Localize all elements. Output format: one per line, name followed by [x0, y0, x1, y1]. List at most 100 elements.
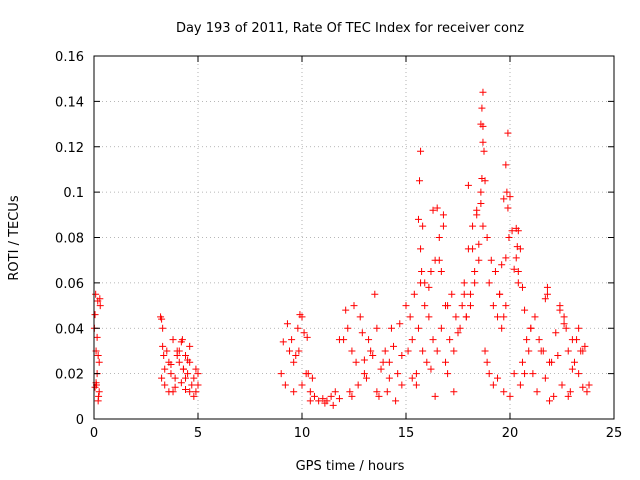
- data-point: [194, 370, 202, 378]
- data-point: [494, 374, 502, 382]
- data-point: [439, 222, 447, 230]
- data-point: [560, 313, 568, 321]
- data-point: [450, 347, 458, 355]
- x-axis-label: GPS time / hours: [296, 459, 405, 474]
- data-point: [435, 256, 443, 264]
- data-point: [512, 254, 520, 262]
- data-point: [184, 370, 192, 378]
- data-point: [404, 347, 412, 355]
- data-point: [182, 386, 190, 394]
- data-point: [460, 290, 468, 298]
- data-point: [158, 374, 166, 382]
- data-point: [471, 268, 479, 276]
- data-point: [513, 243, 521, 251]
- data-point: [423, 358, 431, 366]
- data-point: [329, 401, 337, 409]
- data-point: [91, 383, 99, 391]
- x-tick-label: 5: [194, 426, 202, 441]
- data-point: [502, 254, 510, 262]
- data-point: [93, 333, 101, 341]
- data-point: [433, 204, 441, 212]
- data-point: [402, 302, 410, 310]
- data-points: [90, 88, 593, 409]
- data-point: [360, 356, 368, 364]
- data-point: [358, 329, 366, 337]
- data-point: [444, 370, 452, 378]
- data-point: [480, 147, 488, 155]
- data-point: [94, 351, 102, 359]
- data-point: [456, 324, 464, 332]
- data-point: [192, 388, 200, 396]
- data-point: [416, 177, 424, 185]
- data-point: [310, 392, 318, 400]
- data-point: [531, 313, 539, 321]
- data-point: [527, 324, 535, 332]
- data-point: [546, 397, 554, 405]
- data-point: [446, 336, 454, 344]
- data-point: [585, 381, 593, 389]
- data-point: [442, 358, 450, 366]
- data-point: [575, 324, 583, 332]
- data-point: [506, 392, 514, 400]
- data-point: [502, 302, 510, 310]
- data-point: [429, 336, 437, 344]
- data-point: [546, 358, 554, 366]
- data-point: [568, 336, 576, 344]
- data-point: [190, 392, 198, 400]
- data-point: [390, 342, 398, 350]
- y-tick-label: 0: [76, 413, 84, 428]
- data-point: [356, 313, 364, 321]
- data-point: [177, 379, 185, 387]
- data-point: [279, 338, 287, 346]
- y-tick-label: 0.1: [63, 186, 84, 201]
- data-point: [392, 397, 400, 405]
- data-point: [294, 324, 302, 332]
- data-point: [485, 279, 493, 287]
- data-point: [554, 351, 562, 359]
- data-point: [169, 336, 177, 344]
- data-point: [521, 306, 529, 314]
- data-point: [503, 188, 511, 196]
- data-point: [283, 320, 291, 328]
- data-point: [371, 290, 379, 298]
- data-point: [169, 388, 177, 396]
- data-point: [417, 245, 425, 253]
- data-point: [429, 206, 437, 214]
- data-point: [383, 388, 391, 396]
- data-point: [435, 234, 443, 241]
- data-point: [159, 324, 167, 332]
- data-point: [514, 279, 522, 287]
- data-point: [427, 268, 435, 276]
- data-point: [167, 370, 175, 378]
- data-point: [541, 295, 549, 303]
- data-point: [308, 374, 316, 382]
- y-tick-label: 0.12: [55, 141, 84, 156]
- data-point: [437, 324, 445, 332]
- data-point: [579, 347, 587, 355]
- data-point: [295, 347, 303, 355]
- data-point: [471, 279, 479, 287]
- data-point: [335, 336, 343, 344]
- data-point: [160, 351, 168, 359]
- data-point: [412, 370, 420, 378]
- x-tick-label: 15: [398, 426, 415, 441]
- data-point: [500, 195, 508, 203]
- data-point: [560, 320, 568, 328]
- data-point: [167, 361, 175, 369]
- data-point: [483, 234, 491, 241]
- data-point: [433, 347, 441, 355]
- data-point: [95, 392, 103, 400]
- x-tick-label: 25: [606, 426, 623, 441]
- data-point: [464, 181, 472, 189]
- data-point: [500, 388, 508, 396]
- data-point: [489, 302, 497, 310]
- data-point: [281, 381, 289, 389]
- data-point: [367, 347, 375, 355]
- data-point: [95, 358, 103, 366]
- data-point: [508, 227, 516, 235]
- data-point: [290, 388, 298, 396]
- data-point: [460, 279, 468, 287]
- data-point: [381, 347, 389, 355]
- data-point: [466, 302, 474, 310]
- y-tick-label: 0.14: [55, 95, 84, 110]
